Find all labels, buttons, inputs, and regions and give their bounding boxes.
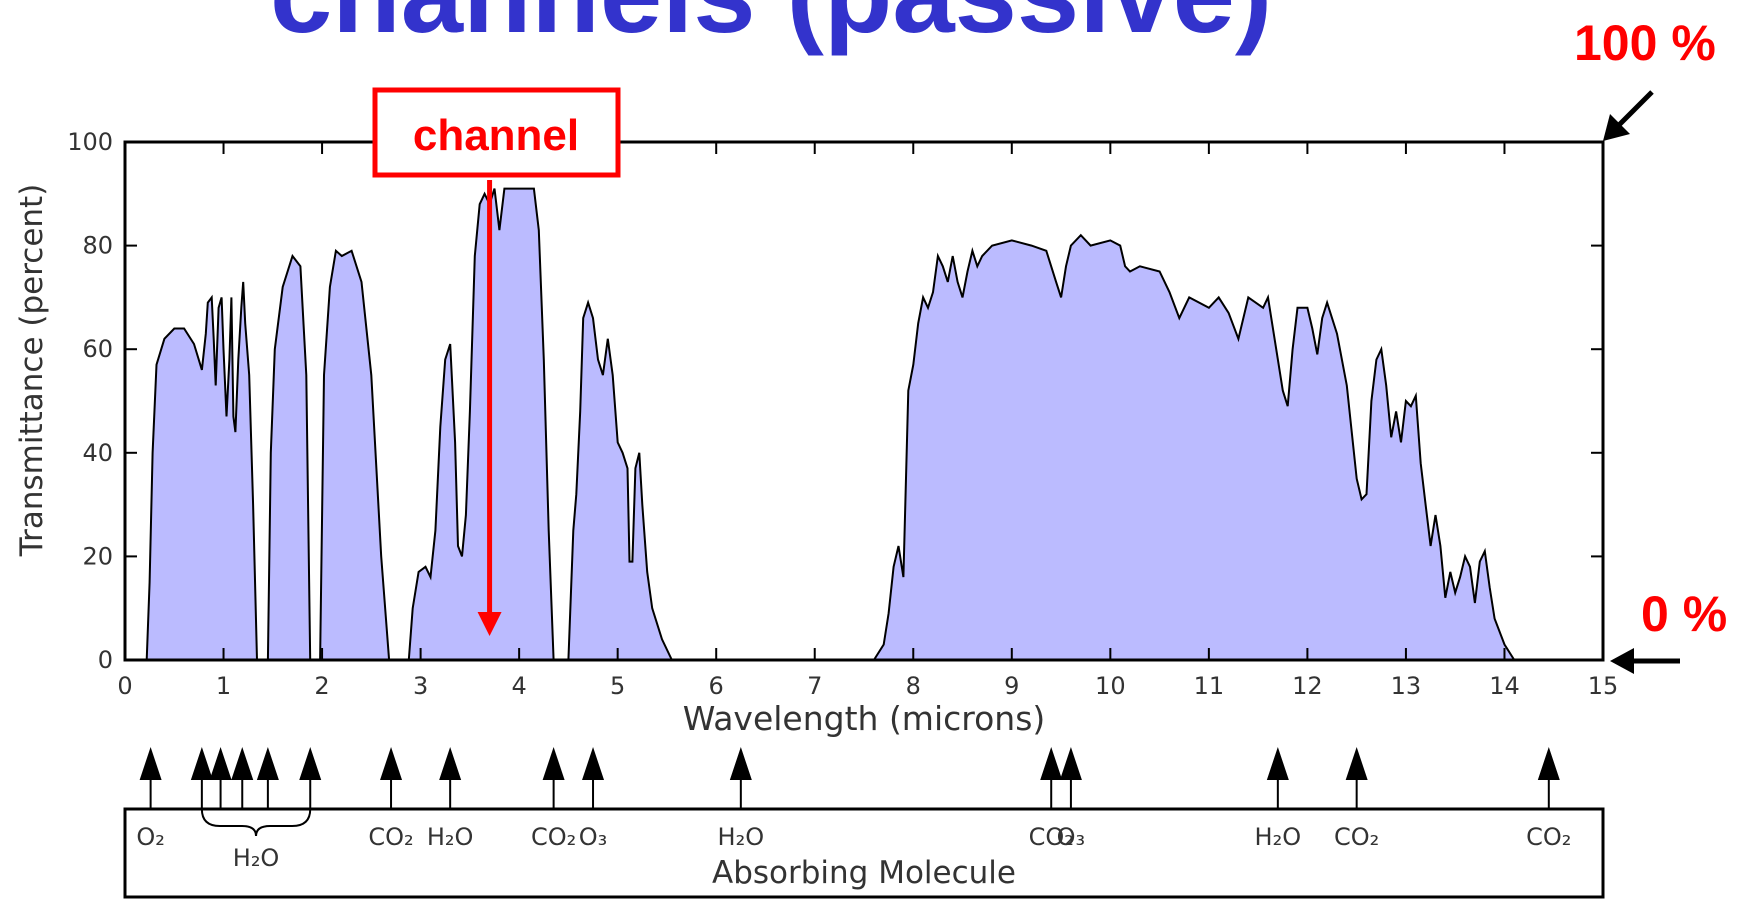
- channel-label: channel: [413, 111, 579, 160]
- x-tick-label: 9: [1004, 672, 1019, 700]
- x-tick-label: 3: [413, 672, 428, 700]
- x-tick-label: 10: [1095, 672, 1126, 700]
- y-tick-label: 80: [82, 232, 113, 260]
- y-tick-label: 40: [82, 439, 113, 467]
- molecule-label: H₂O: [427, 823, 474, 851]
- molecule-label: CO₂: [1334, 823, 1379, 851]
- x-tick-label: 0: [117, 672, 132, 700]
- y-axis-label: Transmittance (percent): [14, 184, 50, 558]
- x-tick-label: 13: [1391, 672, 1422, 700]
- x-tick-label: 7: [807, 672, 822, 700]
- channel-label-box: [372, 87, 621, 178]
- arrow-100-head: [1603, 114, 1630, 141]
- molecule-panel-label: Absorbing Molecule: [712, 855, 1016, 891]
- water-group-label: H₂O: [233, 844, 280, 872]
- molecule-arrow-head: [542, 747, 565, 780]
- x-tick-label: 5: [610, 672, 625, 700]
- water-group-bracket: [200, 808, 312, 837]
- y-tick-label: 100: [67, 128, 113, 156]
- molecule-arrow-head: [209, 747, 232, 780]
- molecule-label: CO₂: [368, 823, 413, 851]
- molecule-arrow-head: [256, 747, 279, 780]
- area-layer: [125, 187, 1603, 661]
- molecule-label: CO₂: [1029, 823, 1074, 851]
- molecule-arrow-head: [380, 747, 403, 780]
- molecule-arrow-head: [1537, 747, 1560, 780]
- x-tick-label: 14: [1489, 672, 1520, 700]
- y-tick-label: 60: [82, 335, 113, 363]
- label-0-percent: 0 %: [1641, 586, 1728, 642]
- molecule-arrow-head: [729, 747, 752, 780]
- plot-frame: [123, 140, 1605, 662]
- y-tick-label: 20: [82, 542, 113, 570]
- slide-title: channels (passive): [270, 0, 1272, 50]
- molecule-arrow-head: [439, 747, 462, 780]
- x-tick-label: 2: [314, 672, 329, 700]
- molecule-arrow-head: [231, 747, 254, 780]
- x-tick-label: 11: [1194, 672, 1225, 700]
- arrow-0-head: [1610, 648, 1634, 674]
- x-tick-label: 6: [709, 672, 724, 700]
- molecule-panel: [123, 807, 1605, 899]
- callout-arrow-100: [1603, 90, 1654, 141]
- molecule-arrow-head: [1266, 747, 1289, 780]
- molecule-label: O₃: [1057, 823, 1086, 851]
- molecule-arrow-head: [1345, 747, 1368, 780]
- transmittance-area: [125, 188, 1603, 660]
- channel-callout: channel: [372, 87, 621, 636]
- molecule-arrow-head: [1040, 747, 1063, 780]
- label-100-percent: 100 %: [1574, 15, 1716, 71]
- molecule-arrow-head: [139, 747, 162, 780]
- molecule-label: O₂: [136, 823, 165, 851]
- molecule-label: H₂O: [1255, 823, 1302, 851]
- molecule-label: H₂O: [718, 823, 765, 851]
- x-axis-label: Wavelength (microns): [683, 699, 1046, 738]
- molecule-label: CO₂: [1526, 823, 1571, 851]
- molecule-label: CO₂: [531, 823, 576, 851]
- x-tick-label: 1: [216, 672, 231, 700]
- molecule-arrow-head: [582, 747, 605, 780]
- callout-arrow-0: [1610, 648, 1680, 674]
- channel-arrow-head: [477, 612, 502, 636]
- molecule-label: O₃: [579, 823, 608, 851]
- x-tick-label: 4: [511, 672, 526, 700]
- molecule-arrow-head: [299, 747, 322, 780]
- x-tick-label: 8: [906, 672, 921, 700]
- molecule-arrow-head: [190, 747, 213, 780]
- molecule-arrow-head: [1059, 747, 1082, 780]
- x-tick-label: 15: [1588, 672, 1619, 700]
- x-tick-label: 12: [1292, 672, 1323, 700]
- transmittance-line: [125, 187, 1603, 661]
- y-tick-label: 0: [98, 646, 113, 674]
